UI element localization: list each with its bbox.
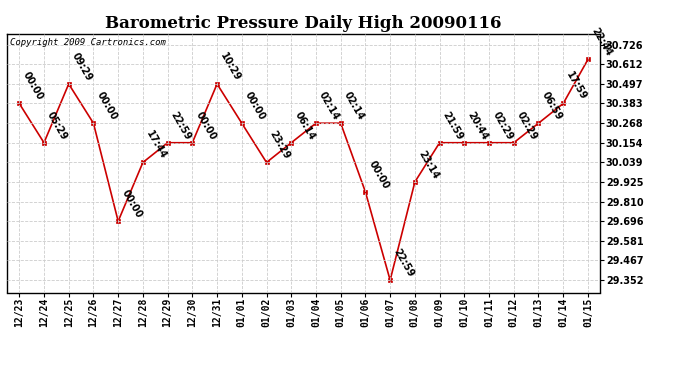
Text: 00:00: 00:00 bbox=[95, 90, 119, 122]
Text: 17:59: 17:59 bbox=[564, 70, 589, 102]
Text: 00:00: 00:00 bbox=[119, 188, 144, 220]
Text: 02:29: 02:29 bbox=[515, 110, 539, 141]
Text: 22:44: 22:44 bbox=[589, 26, 613, 58]
Text: 20:44: 20:44 bbox=[466, 110, 490, 141]
Text: 06:14: 06:14 bbox=[293, 110, 317, 141]
Text: 00:00: 00:00 bbox=[194, 110, 218, 141]
Text: 21:59: 21:59 bbox=[441, 110, 465, 141]
Text: 06:59: 06:59 bbox=[540, 90, 564, 122]
Text: 00:00: 00:00 bbox=[366, 159, 391, 190]
Text: 10:29: 10:29 bbox=[218, 51, 242, 82]
Text: 22:59: 22:59 bbox=[169, 110, 193, 141]
Text: 02:29: 02:29 bbox=[491, 110, 515, 141]
Text: 22:59: 22:59 bbox=[391, 247, 415, 279]
Text: 02:14: 02:14 bbox=[342, 90, 366, 122]
Text: 02:14: 02:14 bbox=[317, 90, 342, 122]
Text: 00:00: 00:00 bbox=[21, 70, 45, 102]
Title: Barometric Pressure Daily High 20090116: Barometric Pressure Daily High 20090116 bbox=[106, 15, 502, 32]
Text: 00:00: 00:00 bbox=[243, 90, 267, 122]
Text: 17:44: 17:44 bbox=[144, 129, 168, 161]
Text: 23:14: 23:14 bbox=[416, 149, 440, 181]
Text: 09:29: 09:29 bbox=[70, 51, 94, 82]
Text: 23:29: 23:29 bbox=[268, 129, 292, 161]
Text: 05:29: 05:29 bbox=[46, 110, 70, 141]
Text: Copyright 2009 Cartronics.com: Copyright 2009 Cartronics.com bbox=[10, 38, 166, 46]
